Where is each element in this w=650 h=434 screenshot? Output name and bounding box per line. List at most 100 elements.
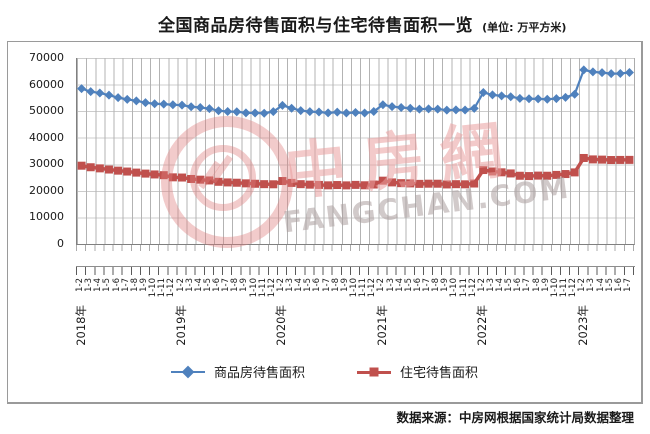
data-point-marker <box>287 178 296 187</box>
data-point-marker <box>442 180 451 189</box>
data-point-marker <box>150 99 160 109</box>
data-point-marker <box>141 169 150 178</box>
data-point-marker <box>469 103 479 113</box>
data-point-marker <box>305 180 314 189</box>
data-point-marker <box>223 178 232 187</box>
data-point-marker <box>579 65 589 75</box>
y-axis-tick-label: 50000 <box>29 104 64 118</box>
data-point-marker <box>178 173 187 182</box>
data-point-marker <box>424 104 434 114</box>
data-point-marker <box>542 94 552 104</box>
series-plot <box>77 65 634 190</box>
data-point-marker <box>123 167 132 176</box>
data-point-marker <box>433 179 442 188</box>
data-point-marker <box>241 108 251 118</box>
y-axis-tick-label: 0 <box>57 237 64 250</box>
data-point-marker <box>177 100 187 110</box>
data-point-marker <box>113 93 123 103</box>
data-point-marker <box>442 105 452 115</box>
data-point-marker <box>451 180 460 189</box>
data-point-marker <box>360 181 369 190</box>
data-point-marker <box>615 69 625 79</box>
legend-marker <box>369 367 379 376</box>
data-point-marker <box>561 92 571 102</box>
data-point-marker <box>396 102 406 112</box>
diamond-marker-icon <box>170 365 205 378</box>
data-point-marker <box>159 99 169 109</box>
data-point-marker <box>515 171 524 180</box>
data-point-marker <box>77 84 87 94</box>
data-point-marker <box>268 107 278 117</box>
data-point-marker <box>524 172 533 181</box>
y-axis-tick-label: 10000 <box>29 210 64 224</box>
data-point-marker <box>433 104 443 114</box>
data-point-marker <box>369 107 379 117</box>
data-point-marker <box>341 108 351 118</box>
chart-unit-label: (单位: 万平方米) <box>482 21 567 34</box>
data-point-marker <box>333 181 342 190</box>
data-point-marker <box>168 173 177 182</box>
data-point-marker <box>488 167 497 176</box>
data-point-marker <box>95 88 105 98</box>
data-point-marker <box>241 179 250 188</box>
data-point-marker <box>332 107 342 117</box>
x-axis-year-label: 2023年 <box>575 305 590 346</box>
data-point-marker <box>487 90 497 100</box>
series-commodity <box>77 65 634 118</box>
data-point-marker <box>196 175 205 184</box>
data-point-marker <box>588 67 598 77</box>
data-point-marker <box>132 168 141 177</box>
legend-label: 住宅待售面积 <box>400 366 479 381</box>
data-point-marker <box>187 174 196 183</box>
data-point-marker <box>406 179 415 188</box>
x-axis-year-label: 2020年 <box>274 305 289 346</box>
data-point-marker <box>324 181 333 190</box>
data-point-marker <box>214 106 224 116</box>
legend-label: 商品房待售面积 <box>213 366 305 381</box>
x-axis-year-label: 2018年 <box>73 305 88 346</box>
chart-legend: 商品房待售面积 住宅待售面积 <box>8 362 641 381</box>
data-point-marker <box>140 98 150 108</box>
data-point-marker <box>451 105 461 115</box>
chart-frame: 0 10000 20000 30000 40000 50000 60000 70000 1-2… <box>7 41 643 404</box>
data-point-marker <box>314 107 324 117</box>
data-point-marker <box>114 166 123 175</box>
data-point-marker <box>223 106 233 116</box>
x-axis-year-label: 2021年 <box>374 305 389 346</box>
y-axis-tick-label: 30000 <box>29 157 64 171</box>
data-point-marker <box>461 180 470 189</box>
legend-item-residential: 住宅待售面积 <box>357 362 478 381</box>
category-axis-ticks <box>76 266 635 275</box>
data-point-marker <box>168 100 178 110</box>
data-point-marker <box>561 170 570 179</box>
legend-marker <box>181 365 195 378</box>
data-point-marker <box>616 155 625 164</box>
data-point-marker <box>232 178 241 187</box>
data-point-marker <box>351 107 360 117</box>
data-point-marker <box>86 87 96 97</box>
data-point-marker <box>250 108 260 118</box>
data-point-marker <box>607 156 616 165</box>
data-point-marker <box>470 179 479 188</box>
data-point-marker <box>415 179 424 188</box>
data-point-marker <box>323 108 333 118</box>
data-point-marker <box>624 67 634 77</box>
data-point-marker <box>369 180 378 189</box>
data-point-marker <box>414 104 424 114</box>
data-point-marker <box>205 176 214 185</box>
data-point-marker <box>296 106 306 116</box>
data-point-marker <box>131 96 141 106</box>
data-point-marker <box>360 108 370 118</box>
data-point-marker <box>506 169 515 178</box>
data-point-marker <box>95 164 104 173</box>
data-point-marker <box>570 168 579 177</box>
y-axis-tick-label: 70000 <box>29 51 64 64</box>
data-point-marker <box>405 103 415 113</box>
data-point-marker <box>552 170 561 179</box>
data-point-marker <box>186 102 196 112</box>
data-point-marker <box>122 94 132 104</box>
x-axis-tick-label: 1-7 <box>622 278 633 292</box>
data-point-marker <box>351 180 360 189</box>
data-point-marker <box>497 168 506 177</box>
data-point-marker <box>296 180 305 189</box>
